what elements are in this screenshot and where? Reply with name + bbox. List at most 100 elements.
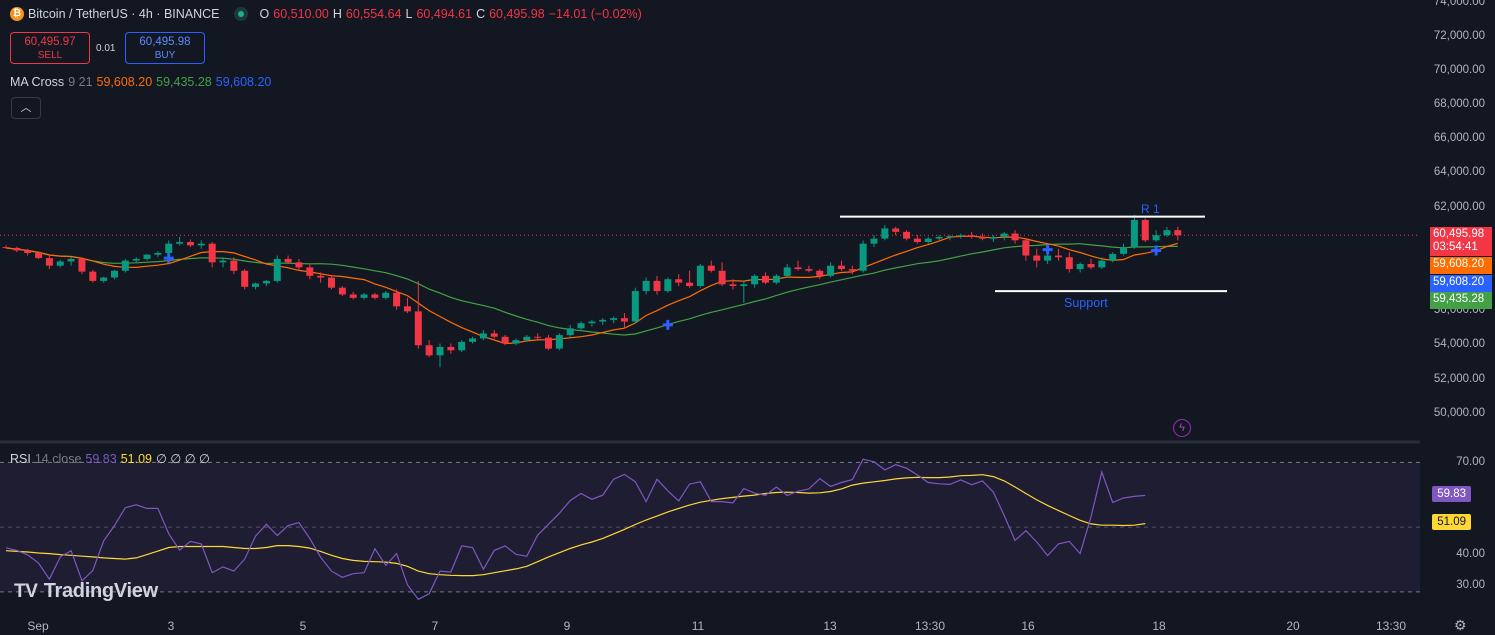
candle-body [1044, 255, 1052, 261]
candle-body [111, 270, 118, 278]
candle-body [56, 261, 64, 266]
price-tick: 54,000.00 [1433, 338, 1485, 350]
candle-body [414, 311, 422, 346]
buy-button[interactable]: 60,495.98 BUY [125, 32, 205, 64]
candle-body [176, 242, 184, 244]
candle-body [729, 284, 737, 286]
lightning-icon[interactable]: ϟ [1173, 419, 1191, 437]
candle-body [1000, 233, 1008, 237]
symbol-title[interactable]: Bitcoin / TetherUS · 4h · BINANCE [28, 7, 220, 21]
candle-body [935, 236, 943, 239]
tradingview-icon: TV [14, 580, 38, 602]
candle-body [892, 228, 900, 232]
candle-body [686, 282, 694, 286]
candle-body [2, 247, 10, 249]
rsi-tick: 40.00 [1456, 548, 1485, 560]
time-axis[interactable]: Sep 3 5 7 9 11 13 13:30 16 18 20 13:30 [0, 610, 1420, 635]
chart-settings-gear-icon[interactable]: ⚙ [1454, 617, 1467, 633]
rsi-ma-value-tag: 51.09 [1432, 514, 1471, 530]
support-label[interactable]: Support [1064, 296, 1108, 310]
candle-body [859, 243, 867, 271]
candle-body [718, 270, 726, 285]
symbol-legend: ₿ Bitcoin / TetherUS · 4h · BINANCE O 60,… [10, 7, 642, 21]
candle-body [403, 306, 411, 312]
rsi-value-tag: 59.83 [1432, 486, 1471, 502]
sell-price: 60,495.97 [24, 36, 76, 48]
candle-body [393, 292, 401, 307]
candle-body [881, 228, 889, 239]
candle-body [273, 258, 281, 281]
price-tick: 70,000.00 [1433, 64, 1485, 76]
price-tick: 62,000.00 [1433, 201, 1485, 213]
rsi-legend[interactable]: RSI 14 close 59.83 51.09 ∅ ∅ ∅ ∅ [10, 451, 210, 467]
candle-body [1076, 264, 1084, 270]
sell-label: SELL [37, 50, 63, 61]
tradingview-logo[interactable]: TV TradingView [14, 580, 158, 603]
price-axis[interactable]: 74,000.00 72,000.00 70,000.00 68,000.00 … [1420, 0, 1495, 440]
candle-body [262, 280, 270, 284]
ohlc-high-label: H [332, 7, 342, 21]
buy-price: 60,495.98 [139, 36, 191, 48]
candle-body [35, 253, 43, 259]
price-tick: 74,000.00 [1433, 0, 1485, 8]
candle-body [349, 294, 357, 298]
candle-body [219, 260, 227, 263]
candle-body [295, 262, 303, 268]
time-tick: 5 [299, 619, 307, 633]
candle-body [848, 269, 856, 271]
candle-body [870, 238, 878, 244]
ohlc-high-value: 60,554.64 [345, 7, 402, 21]
rsi-band-background [0, 462, 1420, 592]
market-status-icon[interactable] [233, 7, 248, 21]
rsi-tick: 30.00 [1456, 579, 1485, 591]
candle-body [1120, 247, 1128, 254]
time-tick: 3 [167, 619, 175, 633]
candle-body [816, 270, 824, 276]
candle-body [1054, 255, 1062, 258]
price-tick: 64,000.00 [1433, 166, 1485, 178]
candle-body [100, 277, 108, 281]
ma-cross-legend[interactable]: MA Cross 9 21 59,608.20 59,435.28 59,608… [10, 75, 271, 89]
ohlc-open-value: 60,510.00 [273, 7, 329, 21]
candle-body [783, 267, 791, 276]
candle-body [338, 287, 346, 295]
last-price-tag: 60,495.98 03:54:41 [1430, 227, 1492, 256]
rsi-axis[interactable]: 70.00 40.00 30.00 [1420, 445, 1495, 608]
candle-body [675, 279, 683, 283]
main-chart-canvas[interactable] [0, 0, 1420, 608]
candle-body [328, 277, 335, 288]
ma-cross-marker [1042, 244, 1053, 255]
collapse-legend-button[interactable]: ︿ [11, 97, 41, 119]
candle-body [1011, 233, 1019, 241]
candle-body [501, 336, 509, 344]
ma-cross-value-cross: 59,608.20 [215, 75, 272, 89]
ma-cross-name: MA Cross [10, 75, 65, 89]
candle-body [45, 258, 53, 266]
candle-body [1065, 257, 1073, 270]
candle-body [154, 253, 162, 255]
time-tick: 16 [1021, 619, 1035, 633]
candle-body [24, 250, 32, 253]
ma-slow-price-tag: 59,435.28 [1430, 292, 1492, 309]
candle-body [469, 338, 477, 342]
candle-body [588, 321, 596, 324]
rsi-extra-values: ∅ ∅ ∅ ∅ [155, 452, 210, 466]
price-tick: 72,000.00 [1433, 30, 1485, 42]
price-tick: 66,000.00 [1433, 132, 1485, 144]
candle-body [1033, 255, 1041, 261]
ohlc-change: −14.01 (−0.02%) [548, 7, 642, 21]
candle-body [610, 318, 618, 320]
candle-body [534, 336, 542, 338]
candle-body [827, 265, 835, 276]
candle-body [306, 267, 314, 276]
candle-body [89, 271, 97, 281]
ma-cross-marker [1151, 245, 1162, 256]
r1-label[interactable]: R 1 [1141, 202, 1160, 216]
ma-cross-marker [662, 319, 673, 330]
candle-body [989, 236, 997, 239]
sell-button[interactable]: 60,495.97 SELL [10, 32, 90, 64]
candle-body [230, 260, 238, 271]
candle-body [208, 243, 216, 263]
ohlc-low-value: 60,494.61 [416, 7, 473, 21]
rsi-ma-line [5, 474, 1146, 577]
